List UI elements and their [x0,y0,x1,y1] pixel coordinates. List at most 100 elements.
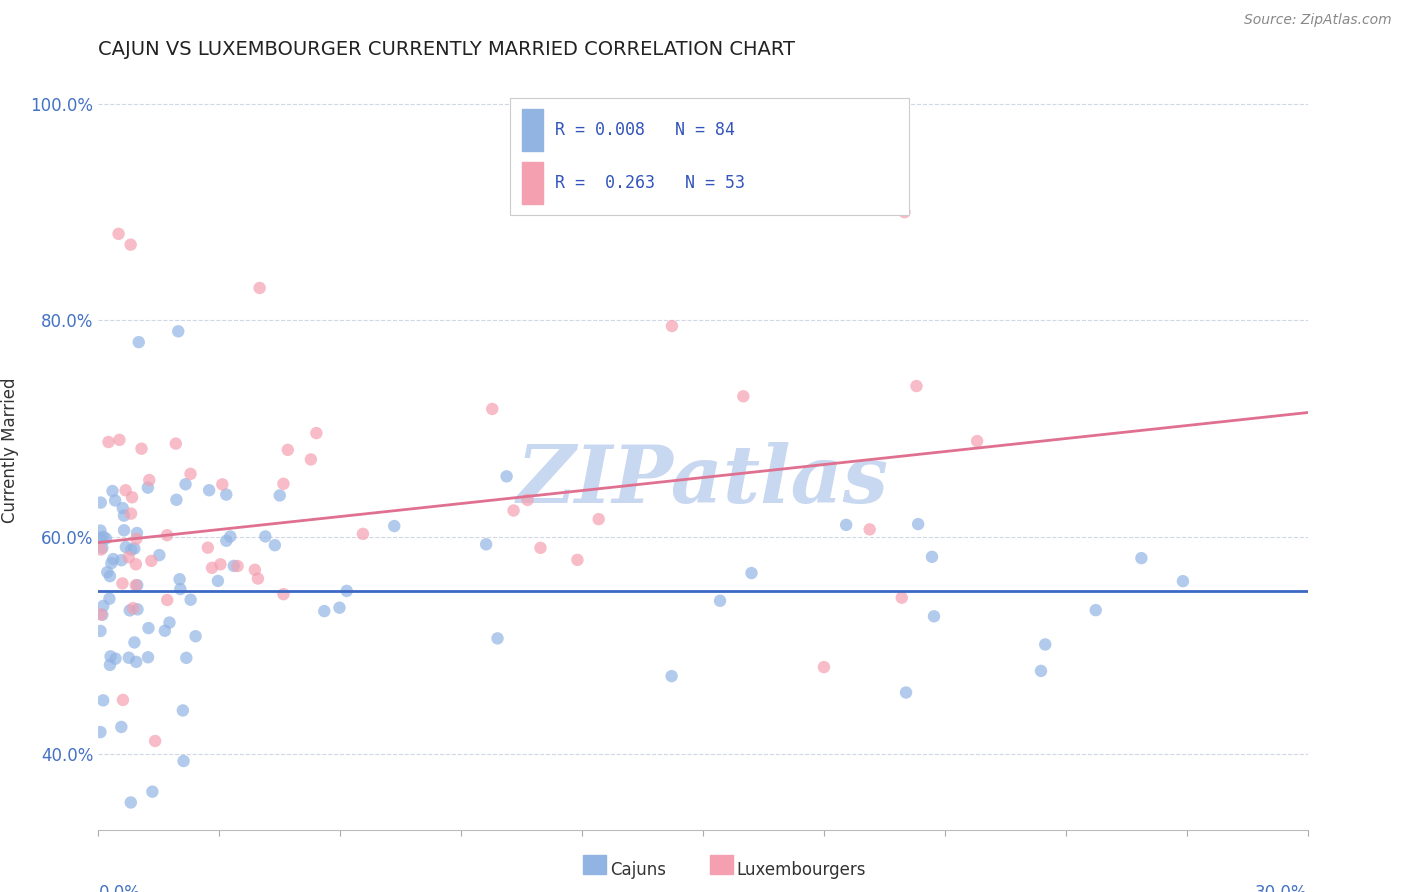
Point [305,426,328,441]
Point [167,324,190,338]
Point [907,517,929,532]
Point [120,237,142,252]
Point [156,528,179,542]
Point [173,754,195,768]
Point [103,552,125,566]
Point [90,607,112,622]
Point [273,587,295,601]
Point [93,530,115,544]
Point [567,553,589,567]
Point [125,655,148,669]
Point [201,561,224,575]
Point [1084,603,1107,617]
Point [352,527,374,541]
Point [1029,664,1052,678]
Point [382,519,405,533]
Point [328,600,350,615]
Point [91,599,114,613]
Point [110,720,132,734]
Point [89,624,111,638]
Point [98,657,121,672]
Point [835,517,858,532]
Point [254,529,277,543]
Point [174,477,197,491]
Point [131,442,153,456]
Point [91,541,114,555]
Point [94,532,117,546]
Point [104,493,127,508]
Point [114,483,136,498]
Point [124,635,146,649]
Point [96,565,118,579]
Point [125,578,148,592]
Point [215,533,238,548]
Text: Luxembourgers: Luxembourgers [737,861,866,879]
Point [661,318,683,333]
Point [156,593,179,607]
Point [143,734,166,748]
Point [115,540,138,554]
Point [222,558,245,573]
Point [128,335,150,350]
Point [169,582,191,596]
Point [486,632,509,646]
Point [890,591,912,605]
Point [922,609,945,624]
Point [905,379,928,393]
Point [136,650,159,665]
Text: R = 0.008   N = 84: R = 0.008 N = 84 [555,121,735,139]
Point [89,725,111,739]
Point [138,621,160,635]
Point [336,583,359,598]
Point [1130,551,1153,566]
Point [661,669,683,683]
Point [516,493,538,508]
Text: 30.0%: 30.0% [1256,884,1308,892]
Point [502,503,524,517]
Point [495,469,517,483]
Bar [522,162,543,203]
Point [104,651,127,665]
Point [813,660,835,674]
Text: CAJUN VS LUXEMBOURGER CURRENTLY MARRIED CORRELATION CHART: CAJUN VS LUXEMBOURGER CURRENTLY MARRIED … [98,39,796,59]
Point [269,488,291,502]
Point [118,603,141,617]
Point [529,541,551,555]
Point [111,576,134,591]
Point [299,452,322,467]
Point [226,559,249,574]
Point [243,563,266,577]
Point [89,531,111,545]
Point [110,553,132,567]
Point [176,650,198,665]
Point [159,615,181,630]
Point [588,512,610,526]
Point [125,526,148,541]
Point [118,550,141,565]
Point [733,389,755,403]
Point [740,566,762,580]
Text: R =  0.263   N = 53: R = 0.263 N = 53 [555,174,745,192]
Point [207,574,229,588]
Point [127,578,149,592]
Point [153,624,176,638]
Point [966,434,988,449]
Point [120,542,142,557]
Point [165,492,187,507]
Point [277,442,299,457]
Point [246,572,269,586]
Point [184,629,207,643]
Text: 0.0%: 0.0% [98,884,141,892]
Point [107,227,129,241]
Point [211,477,233,491]
Point [97,435,120,450]
Y-axis label: Currently Married: Currently Married [1,377,20,524]
Point [219,529,242,543]
Point [169,572,191,586]
Point [314,604,336,618]
FancyBboxPatch shape [509,98,908,216]
Point [141,785,163,799]
Point [124,541,146,556]
Point [125,558,148,572]
Point [90,495,112,509]
